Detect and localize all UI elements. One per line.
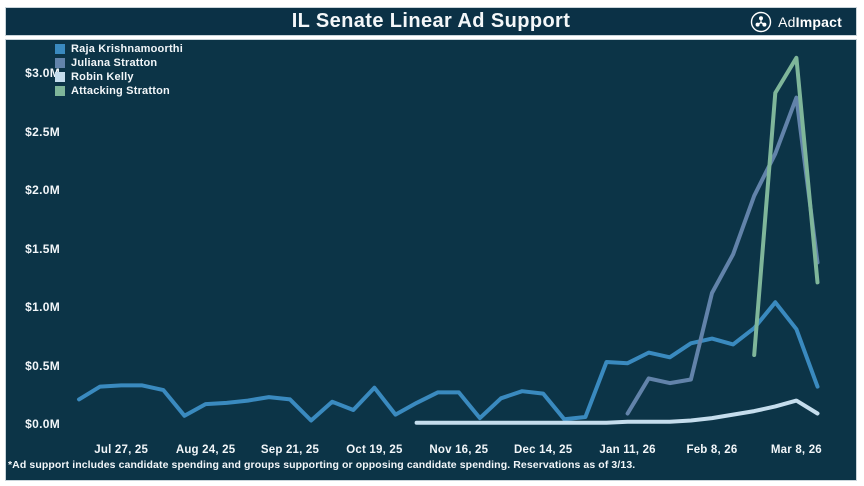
x-axis-tick-label: Nov 16, 25 [429, 444, 489, 456]
legend-swatch-icon [55, 85, 65, 96]
legend-item-attacking-stratton: Attacking Stratton [55, 84, 183, 97]
adimpact-logo-text: AdImpact [778, 14, 842, 30]
legend-swatch-icon [55, 57, 65, 68]
adimpact-logo: AdImpact [750, 8, 842, 35]
legend-item-juliana-stratton: Juliana Stratton [55, 56, 183, 69]
legend-item-robin-kelly: Robin Kelly [55, 70, 183, 83]
legend-label: Raja Krishnamoorthi [71, 42, 183, 55]
legend-label: Juliana Stratton [71, 56, 158, 69]
y-axis-tick-label: $1.5M [25, 241, 60, 256]
legend-swatch-icon [55, 71, 65, 82]
logo-text-light: Ad [778, 13, 796, 30]
legend: Raja Krishnamoorthi Juliana Stratton Robin… [55, 42, 183, 97]
y-axis-tick-label: $0.0M [25, 417, 60, 431]
legend-item-raja-krishnamoorthi: Raja Krishnamoorthi [55, 42, 183, 55]
y-axis-tick-label: $2.0M [25, 183, 60, 197]
x-axis-tick-label: Jan 11, 26 [599, 444, 656, 456]
y-axis-tick-label: $2.5M [25, 124, 60, 139]
logo-text-bold: Impact [795, 13, 842, 30]
x-axis-tick-label: Dec 14, 25 [514, 444, 573, 456]
title-bar: IL Senate Linear Ad Support AdImpact [5, 7, 857, 36]
x-axis-tick-label: Jul 27, 25 [94, 444, 149, 456]
legend-swatch-icon [55, 43, 65, 54]
x-axis-tick-label: Oct 19, 25 [346, 444, 403, 456]
y-axis-tick-label: $3.0M [25, 66, 60, 80]
y-axis-tick-label: $1.0M [25, 300, 60, 314]
page-title: IL Senate Linear Ad Support [291, 10, 571, 32]
x-axis-tick-label: Feb 8, 26 [686, 444, 738, 456]
chart-panel [5, 39, 857, 481]
x-axis-tick-label: Mar 8, 26 [770, 444, 822, 456]
x-axis-tick-label: Aug 24, 25 [175, 444, 236, 456]
x-axis-tick-label: Sep 21, 25 [260, 444, 320, 456]
footnote: *Ad support includes candidate spending … [8, 459, 636, 471]
adimpact-trefoil-icon [750, 11, 772, 32]
legend-label: Attacking Stratton [71, 84, 170, 97]
legend-label: Robin Kelly [71, 70, 134, 83]
y-axis-tick-label: $0.5M [25, 358, 60, 373]
